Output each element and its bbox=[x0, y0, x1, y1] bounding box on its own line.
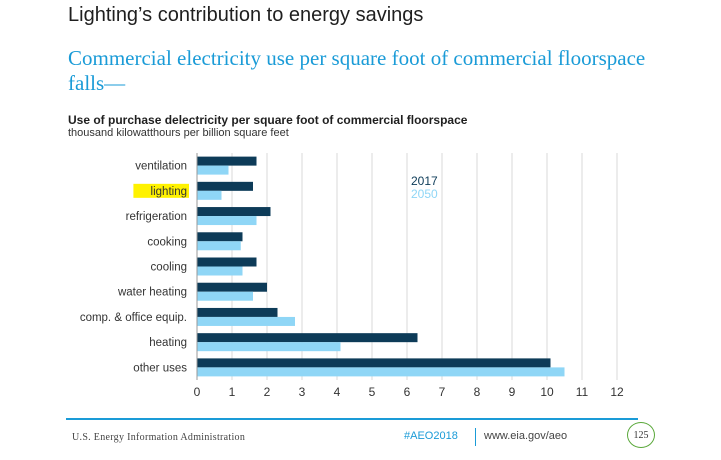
category-label: comp. & office equip. bbox=[80, 312, 187, 324]
bar-2017 bbox=[197, 333, 418, 343]
chart-subtitle: thousand kilowatthours per billion squar… bbox=[68, 127, 289, 139]
footer-hashtag: #AEO2018 bbox=[404, 430, 458, 442]
bar-2050 bbox=[197, 316, 295, 326]
x-tick-label: 7 bbox=[439, 385, 446, 399]
x-tick-label: 8 bbox=[474, 385, 481, 399]
bar-2050 bbox=[197, 190, 222, 200]
footer-rule bbox=[66, 418, 638, 420]
bar-chart: 0 1 2 3 4 5 6 7 8 9 10 11 12ventilationlightingrefri… bbox=[80, 153, 624, 399]
category-label: cooling bbox=[151, 262, 187, 274]
category-label: ventilation bbox=[135, 161, 187, 173]
bar-2017 bbox=[197, 257, 257, 267]
x-tick-label: 5 bbox=[369, 385, 376, 399]
x-tick-label: 12 bbox=[610, 385, 624, 399]
x-tick-label: 3 bbox=[299, 385, 306, 399]
x-tick-label: 9 bbox=[509, 385, 516, 399]
bar-2017 bbox=[197, 358, 551, 368]
slide-subtitle: Commercial electricity use per square fo… bbox=[68, 46, 646, 95]
legend-2017: 2017 bbox=[411, 174, 438, 188]
bar-2050 bbox=[197, 342, 341, 352]
page-number: 125 bbox=[627, 422, 655, 448]
category-label: lighting bbox=[151, 186, 187, 198]
bar-2017 bbox=[197, 156, 257, 166]
x-tick-label: 2 bbox=[264, 385, 271, 399]
footer-divider bbox=[475, 428, 476, 446]
bar-2050 bbox=[197, 241, 241, 251]
bar-2017 bbox=[197, 232, 243, 242]
bar-2017 bbox=[197, 181, 253, 191]
footer-agency: U.S. Energy Information Administration bbox=[72, 432, 246, 443]
legend-2050: 2050 bbox=[411, 187, 438, 201]
bar-2050 bbox=[197, 291, 253, 301]
bar-2017 bbox=[197, 207, 271, 217]
bar-2050 bbox=[197, 165, 229, 175]
x-tick-label: 0 bbox=[194, 385, 201, 399]
x-tick-label: 11 bbox=[576, 385, 589, 399]
bar-2050 bbox=[197, 216, 257, 226]
category-label: refrigeration bbox=[126, 211, 187, 223]
slide-heading: Lighting’s contribution to energy saving… bbox=[68, 4, 424, 26]
bar-2017 bbox=[197, 307, 278, 317]
footer-url: www.eia.gov/aeo bbox=[484, 430, 568, 442]
chart-title: Use of purchase delectricity per square … bbox=[68, 113, 468, 127]
x-tick-label: 1 bbox=[229, 385, 236, 399]
category-label: heating bbox=[149, 337, 187, 349]
category-highlight bbox=[133, 183, 189, 198]
bar-2050 bbox=[197, 266, 243, 276]
category-label: cooking bbox=[147, 236, 187, 248]
category-label: other uses bbox=[133, 362, 187, 374]
bar-2017 bbox=[197, 282, 267, 292]
x-tick-label: 10 bbox=[540, 385, 554, 399]
bar-2050 bbox=[197, 367, 565, 377]
x-tick-label: 6 bbox=[404, 385, 411, 399]
category-label: water heating bbox=[117, 287, 187, 299]
x-tick-label: 4 bbox=[334, 385, 341, 399]
